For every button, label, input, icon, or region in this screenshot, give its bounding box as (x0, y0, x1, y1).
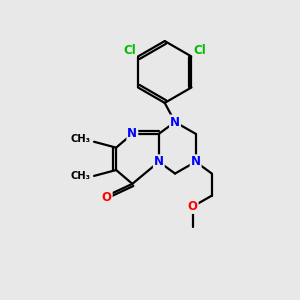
Text: N: N (127, 127, 137, 140)
Text: CH₃: CH₃ (70, 134, 91, 144)
Text: N: N (170, 116, 180, 128)
Text: Cl: Cl (123, 44, 136, 56)
Text: N: N (190, 155, 201, 168)
Text: N: N (154, 155, 164, 168)
Text: CH₃: CH₃ (70, 171, 91, 181)
Text: O: O (188, 200, 198, 213)
Text: O: O (102, 190, 112, 204)
Text: Cl: Cl (194, 44, 206, 56)
